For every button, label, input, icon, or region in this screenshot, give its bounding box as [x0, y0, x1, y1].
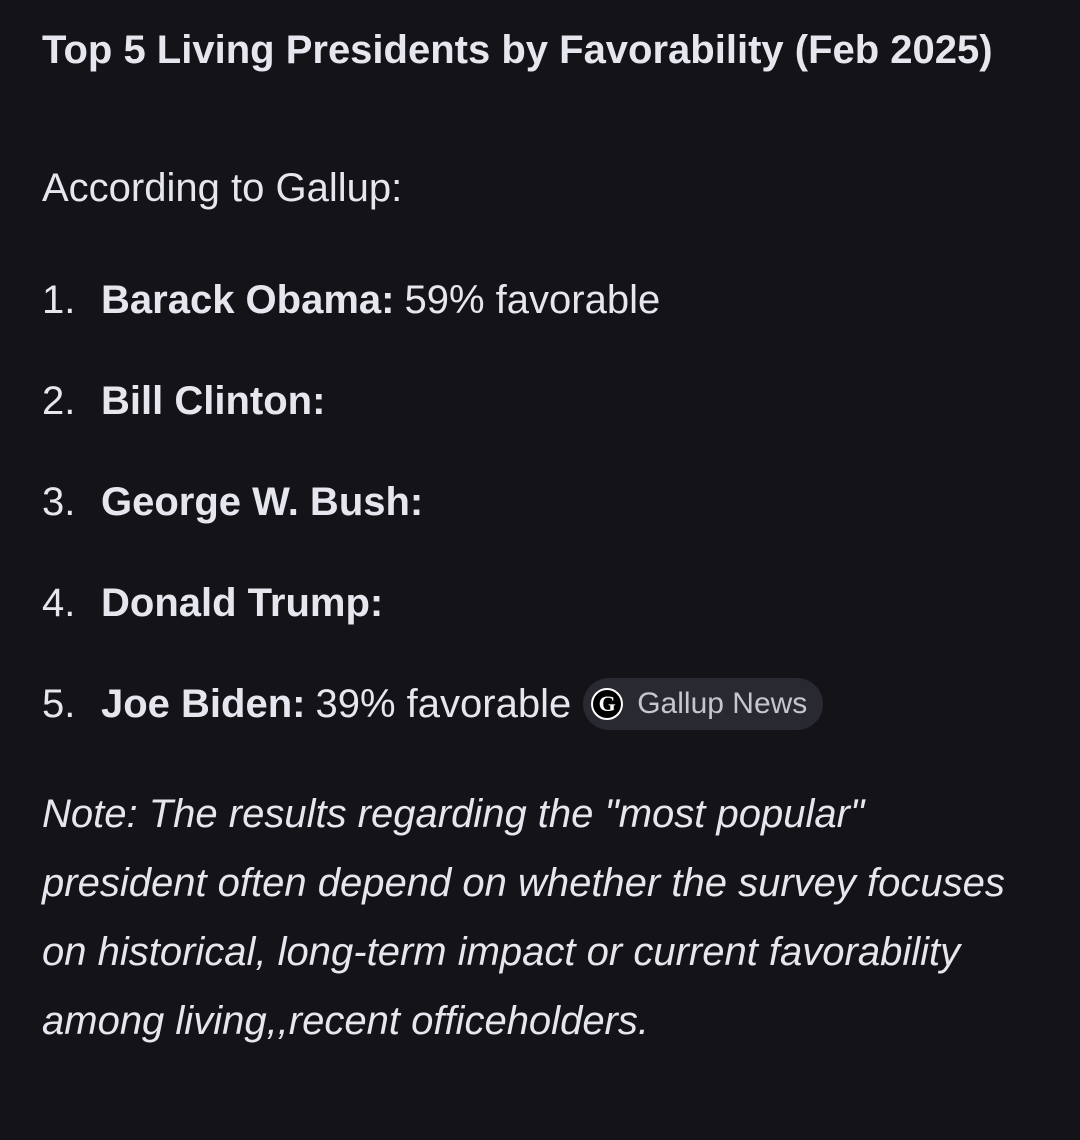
- president-name: Bill Clinton:: [101, 379, 326, 423]
- president-name: Barack Obama:: [101, 278, 395, 322]
- list-marker: 3.: [42, 480, 76, 524]
- list-marker: 5.: [42, 682, 76, 726]
- president-name: George W. Bush:: [101, 480, 424, 524]
- president-name: Donald Trump:: [101, 581, 384, 625]
- list-item: 4. Donald Trump:: [42, 569, 393, 637]
- list-item: 1. Barack Obama: 59% favorable: [42, 266, 660, 334]
- list-marker: 2.: [42, 379, 76, 423]
- list-item: 2. Bill Clinton:: [42, 367, 335, 435]
- favorability: 59% favorable: [404, 278, 661, 322]
- favorability: 39% favorable: [315, 682, 572, 726]
- list-marker: 1.: [42, 278, 76, 322]
- list-item: 3. George W. Bush:: [42, 468, 433, 536]
- list-marker: 4.: [42, 581, 76, 625]
- source-label: Gallup News: [637, 687, 808, 720]
- list-item: 5. Joe Biden: 39% favorable G Gallup News: [42, 670, 824, 738]
- title: Top 5 Living Presidents by Favorability …: [42, 28, 993, 72]
- note: Note: The results regarding the "most po…: [42, 792, 1005, 1043]
- president-name: Joe Biden:: [101, 682, 306, 726]
- source-icon: G: [591, 688, 624, 720]
- source-chip[interactable]: G Gallup News: [583, 678, 824, 730]
- intro: According to Gallup:: [42, 166, 403, 210]
